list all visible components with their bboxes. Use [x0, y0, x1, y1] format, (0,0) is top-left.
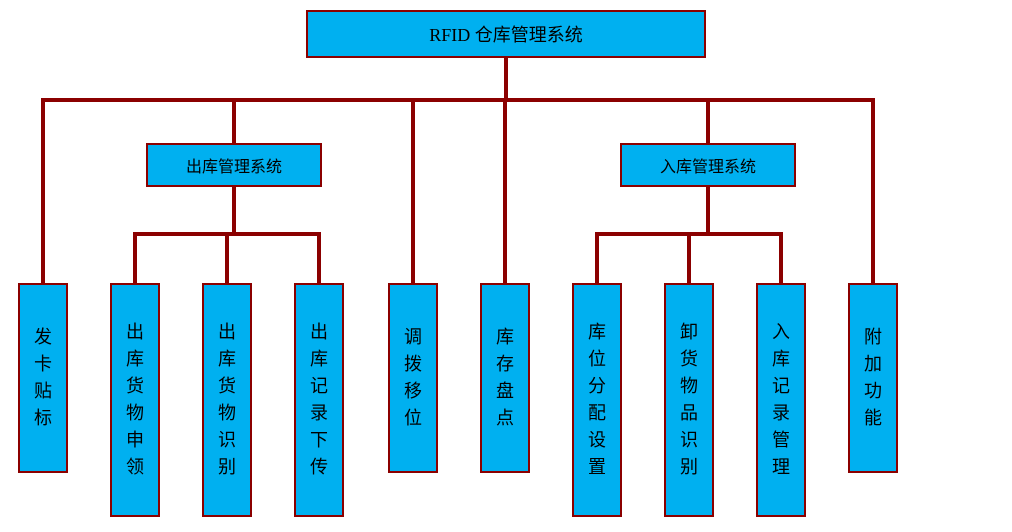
node-outbound-label: 出库管理系统: [186, 153, 282, 177]
node-unload-identify: 卸 货 物 品 识 别: [664, 283, 714, 517]
node-outbound-identify: 出 库 货 物 识 别: [202, 283, 252, 517]
node-inbound-label: 入库管理系统: [660, 153, 756, 177]
node-outbound-request: 出 库 货 物 申 领: [110, 283, 160, 517]
node-outbound-mgmt: 出库管理系统: [146, 143, 322, 187]
node-transfer: 调 拨 移 位: [388, 283, 438, 473]
node-root-label: RFID 仓库管理系统: [429, 21, 583, 47]
node-card-issue: 发 卡 贴 标: [18, 283, 68, 473]
node-inbound-record: 入 库 记 录 管 理: [756, 283, 806, 517]
node-outbound-record: 出 库 记 录 下 传: [294, 283, 344, 517]
node-inventory-check: 库 存 盘 点: [480, 283, 530, 473]
node-slot-assign: 库 位 分 配 设 置: [572, 283, 622, 517]
node-extras: 附 加 功 能: [848, 283, 898, 473]
node-root: RFID 仓库管理系统: [306, 10, 706, 58]
node-inbound-mgmt: 入库管理系统: [620, 143, 796, 187]
